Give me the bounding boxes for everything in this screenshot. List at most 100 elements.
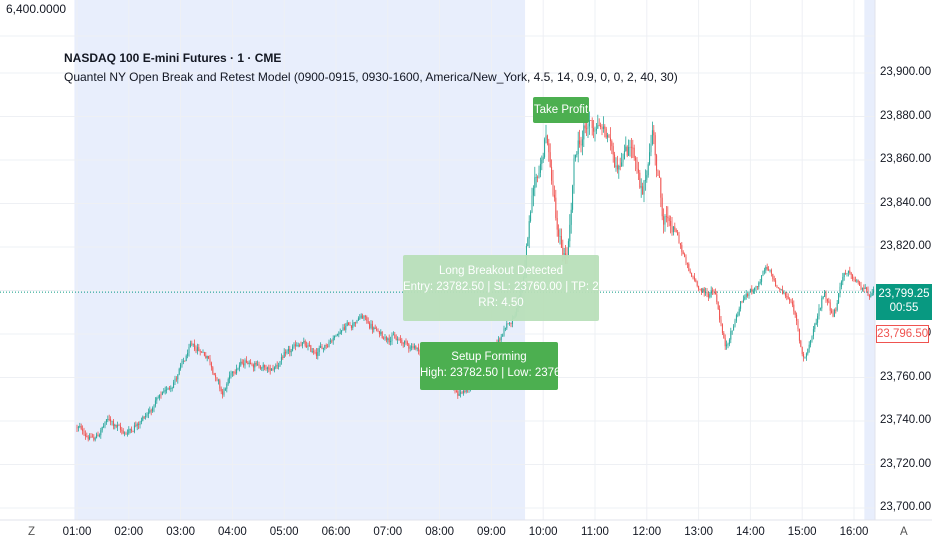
candle[interactable] xyxy=(283,348,285,358)
candle[interactable] xyxy=(628,139,630,157)
candle[interactable] xyxy=(304,339,306,348)
candle[interactable] xyxy=(531,187,533,214)
candle[interactable] xyxy=(730,327,732,344)
candle[interactable] xyxy=(551,159,553,185)
candle[interactable] xyxy=(94,436,96,442)
candle[interactable] xyxy=(279,361,281,368)
candle[interactable] xyxy=(635,155,637,172)
candle[interactable] xyxy=(352,319,354,331)
candle[interactable] xyxy=(755,285,757,292)
candle[interactable] xyxy=(637,161,639,180)
candle[interactable] xyxy=(671,217,673,236)
candle[interactable] xyxy=(861,287,863,292)
candle[interactable] xyxy=(752,288,754,294)
candle[interactable] xyxy=(104,421,106,429)
candle[interactable] xyxy=(549,143,551,168)
candle[interactable] xyxy=(577,131,579,163)
candle[interactable] xyxy=(275,363,277,370)
candle[interactable] xyxy=(797,318,799,332)
candle[interactable] xyxy=(93,434,95,442)
candle[interactable] xyxy=(402,342,404,348)
candle[interactable] xyxy=(658,170,660,178)
candle[interactable] xyxy=(621,152,623,167)
candle[interactable] xyxy=(360,313,362,319)
candle[interactable] xyxy=(674,222,676,233)
candle[interactable] xyxy=(688,262,690,272)
candle[interactable] xyxy=(534,166,536,197)
candle[interactable] xyxy=(532,185,534,207)
candle[interactable] xyxy=(390,336,392,346)
candle[interactable] xyxy=(772,273,774,282)
candle[interactable] xyxy=(681,242,683,256)
candle[interactable] xyxy=(231,371,233,377)
candle[interactable] xyxy=(334,335,336,341)
candle[interactable] xyxy=(832,309,834,318)
candle[interactable] xyxy=(266,366,268,373)
candle[interactable] xyxy=(632,139,634,158)
candle[interactable] xyxy=(415,345,417,351)
candle[interactable] xyxy=(217,378,219,385)
candle[interactable] xyxy=(376,326,378,332)
candle[interactable] xyxy=(807,348,809,356)
candle[interactable] xyxy=(733,324,735,331)
candle[interactable] xyxy=(406,340,408,347)
candle[interactable] xyxy=(213,372,215,376)
candle[interactable] xyxy=(374,324,376,330)
candle[interactable] xyxy=(143,416,145,420)
candle[interactable] xyxy=(80,423,82,431)
candle[interactable] xyxy=(357,316,359,322)
candle[interactable] xyxy=(646,170,648,183)
candle[interactable] xyxy=(264,364,266,371)
candle[interactable] xyxy=(411,343,413,351)
candle[interactable] xyxy=(322,347,324,353)
candle[interactable] xyxy=(612,142,614,163)
candle[interactable] xyxy=(815,318,817,326)
candle[interactable] xyxy=(136,422,138,431)
candle[interactable] xyxy=(209,355,211,366)
candle[interactable] xyxy=(230,370,232,379)
candle[interactable] xyxy=(233,371,235,377)
candle[interactable] xyxy=(811,335,813,343)
candle[interactable] xyxy=(744,294,746,301)
candle[interactable] xyxy=(416,347,418,352)
candle[interactable] xyxy=(682,250,684,255)
timezone-button[interactable]: Z xyxy=(28,526,36,538)
candle[interactable] xyxy=(672,226,674,236)
candle[interactable] xyxy=(700,287,702,296)
candle[interactable] xyxy=(385,335,387,343)
candle[interactable] xyxy=(384,334,386,341)
candle[interactable] xyxy=(663,208,665,234)
candle[interactable] xyxy=(735,313,737,323)
candle[interactable] xyxy=(315,348,317,360)
candle[interactable] xyxy=(527,236,529,247)
candle[interactable] xyxy=(657,169,659,177)
candle[interactable] xyxy=(794,310,796,318)
candle[interactable] xyxy=(205,351,207,359)
candle[interactable] xyxy=(824,290,826,297)
candle[interactable] xyxy=(156,396,158,404)
candle[interactable] xyxy=(364,314,366,321)
candle[interactable] xyxy=(192,343,194,347)
candle[interactable] xyxy=(677,229,679,236)
candle[interactable] xyxy=(863,284,865,293)
candle[interactable] xyxy=(835,307,837,314)
indicator-legend[interactable]: Quantel NY Open Break and Retest Model (… xyxy=(64,70,678,84)
candle[interactable] xyxy=(341,330,343,335)
candle[interactable] xyxy=(847,270,849,277)
candle[interactable] xyxy=(819,307,821,311)
candle[interactable] xyxy=(791,298,793,308)
candle[interactable] xyxy=(664,214,666,232)
candle[interactable] xyxy=(759,278,761,285)
candle[interactable] xyxy=(250,359,252,365)
candle[interactable] xyxy=(633,144,635,161)
candle[interactable] xyxy=(362,313,364,319)
candle[interactable] xyxy=(793,300,795,315)
candle[interactable] xyxy=(220,386,222,395)
candle[interactable] xyxy=(285,349,287,357)
candle[interactable] xyxy=(397,336,399,344)
candle[interactable] xyxy=(210,361,212,371)
candle[interactable] xyxy=(405,338,407,346)
candle[interactable] xyxy=(668,215,670,227)
candle[interactable] xyxy=(731,330,733,335)
candle[interactable] xyxy=(712,287,714,296)
